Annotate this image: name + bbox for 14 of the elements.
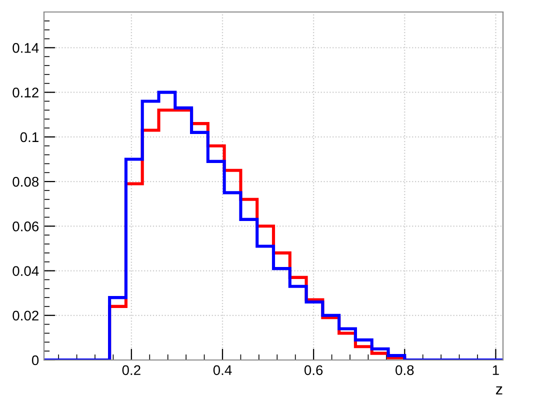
x-tick-label: 0.4 (213, 365, 232, 376)
x-tick-label: 1 (492, 365, 499, 375)
y-tick-label: 0.06 (12, 221, 39, 232)
y-tick-label: 0 (32, 355, 39, 366)
y-tick-label: 0.12 (12, 88, 38, 98)
x-tick-label: 0.2 (122, 365, 140, 376)
y-tick-label: 0.14 (12, 43, 39, 53)
y-tick-label: 0.1 (20, 132, 38, 142)
y-tick-label: 0.04 (12, 266, 39, 276)
x-tick-label: 0.6 (304, 365, 323, 376)
y-tick-label: 0.02 (12, 310, 38, 321)
x-tick-label: 0.8 (396, 365, 414, 376)
y-tick-label: 0.08 (12, 176, 39, 187)
x-axis-title: z (496, 386, 502, 394)
